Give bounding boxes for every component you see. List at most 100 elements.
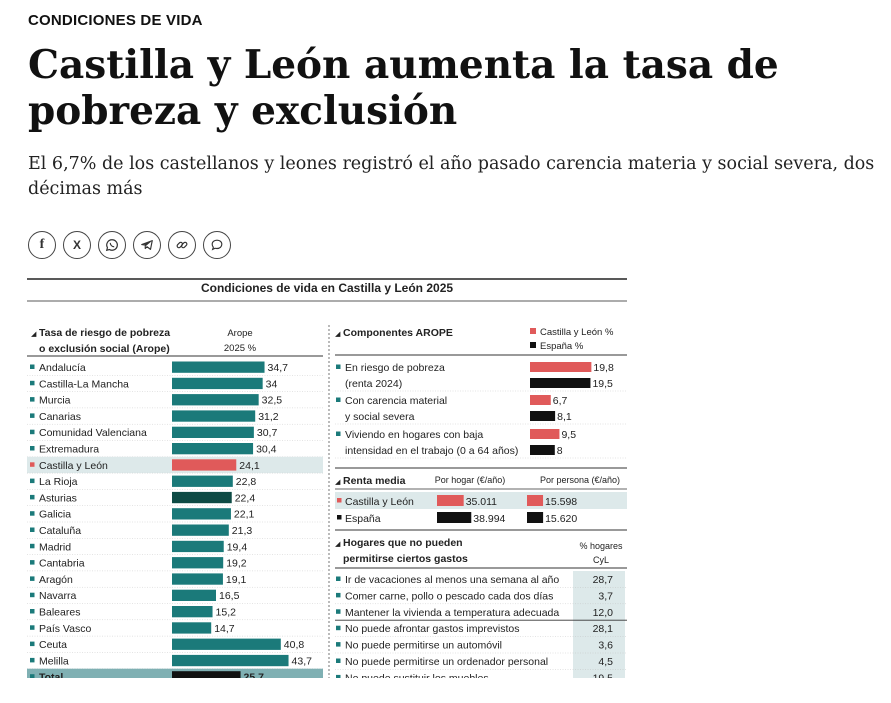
panel-title-line: permitirse ciertos gastos [343, 553, 468, 565]
region-label: País Vasco [39, 623, 91, 635]
telegram-icon [141, 240, 153, 250]
bar [172, 410, 256, 422]
bar-value-label: 30,7 [257, 427, 278, 439]
panel-title-line: Tasa de riesgo de pobreza [39, 327, 170, 339]
panel-marker: ◢ [335, 331, 341, 338]
copy-link-button[interactable] [168, 231, 196, 259]
expense-label: No puede afrontar gastos imprevistos [345, 623, 520, 635]
panel-title-line: Hogares que no pueden [343, 537, 463, 549]
row-marker [30, 413, 35, 418]
expense-label: Ir de vacaciones al menos una semana al … [345, 574, 559, 586]
region-label: Cantabria [39, 558, 85, 570]
bar-value-label: 43,7 [292, 655, 313, 667]
esp-bar [530, 411, 556, 421]
esp-bar [530, 378, 591, 388]
row-marker [336, 658, 341, 663]
row-marker [30, 592, 35, 598]
row-marker [30, 527, 35, 532]
region-label: Murcia [39, 395, 71, 407]
row-marker [30, 560, 35, 565]
expense-value: 3,7 [598, 590, 613, 602]
facebook-share-button[interactable]: f [28, 231, 56, 259]
component-label: Con carencia material [345, 395, 447, 407]
panel-title: Componentes AROPE [343, 327, 453, 339]
bar [172, 426, 254, 438]
bar [172, 443, 254, 455]
row-marker [336, 397, 341, 402]
section-kicker[interactable]: CONDICIONES DE VIDA [28, 12, 203, 29]
row-marker [30, 397, 35, 402]
esp-bar [530, 445, 555, 455]
persona-bar [527, 495, 544, 506]
panel-title-line: o exclusión social (Arope) [39, 343, 170, 355]
region-label: Total [39, 672, 63, 678]
bar-value-label: 15,2 [216, 607, 237, 619]
row-marker [30, 380, 35, 386]
bar [172, 394, 259, 406]
article-headline: Castilla y León aumenta la tasa de pobre… [28, 42, 779, 134]
region-label: Aragón [39, 574, 73, 586]
hogar-value-label: 35.011 [466, 496, 497, 508]
bar [172, 638, 281, 650]
persona-value-label: 15.598 [545, 496, 577, 508]
row-marker [30, 462, 35, 467]
bar-value-label: 34 [266, 378, 278, 390]
bar [172, 540, 224, 553]
hogar-bar [437, 495, 464, 506]
bar-value-label: 16,5 [219, 590, 240, 602]
renta-row-label: España [345, 513, 381, 525]
row-marker [30, 494, 35, 500]
row-marker [30, 674, 35, 678]
persona-bar [527, 512, 544, 523]
bar [172, 654, 289, 667]
row-marker [30, 478, 35, 484]
persona-value-label: 15.620 [545, 513, 577, 525]
bar [172, 606, 213, 618]
region-label: Cataluña [39, 525, 81, 537]
article-subtitle: El 6,7% de los castellanos y leones regi… [28, 154, 875, 199]
bar-value-label: 19,2 [226, 558, 247, 570]
comments-button[interactable] [203, 231, 231, 259]
row-marker [30, 657, 35, 663]
renta-row-label: Castilla y León [345, 496, 414, 508]
expense-label: Comer carne, pollo o pescado cada dos dí… [345, 590, 553, 602]
bar-value-label: 22,8 [236, 476, 257, 488]
bar-value-label: 25,7 [244, 672, 265, 678]
region-label: Ceuta [39, 639, 67, 651]
cyl-bar [530, 395, 551, 405]
bar [172, 361, 265, 373]
column-header: Por persona (€/año) [540, 475, 620, 485]
panel-marker: ◢ [31, 331, 37, 338]
expense-value: 12,0 [593, 607, 614, 619]
bar [172, 491, 232, 504]
hogar-bar [437, 512, 472, 523]
x-share-button[interactable]: X [63, 231, 91, 259]
panel-title: Renta media [343, 475, 406, 487]
bar [172, 377, 263, 390]
row-marker [337, 515, 342, 520]
region-label: Asturias [39, 492, 77, 504]
region-label: La Rioja [39, 476, 78, 488]
share-bar: f X [28, 231, 231, 259]
bar-value-label: 21,3 [232, 525, 253, 537]
esp-value-label: 8,1 [557, 411, 572, 423]
expense-label: No puede permitirse un ordenador persona… [345, 656, 548, 668]
column-header: Arope [227, 328, 252, 339]
row-marker [336, 576, 341, 581]
row-marker [337, 498, 342, 503]
bar-value-label: 19,4 [227, 541, 248, 553]
legend-label: Castilla y León % [540, 327, 614, 338]
whatsapp-share-button[interactable] [98, 231, 126, 259]
x-icon: X [72, 238, 81, 252]
column-header: CyL [593, 555, 609, 565]
telegram-share-button[interactable] [133, 231, 161, 259]
facebook-icon: f [39, 237, 45, 252]
row-marker [336, 431, 341, 436]
bar [172, 557, 224, 569]
infographic-svg: Condiciones de vida en Castilla y León 2… [27, 278, 627, 678]
region-label: Galicia [39, 509, 71, 521]
region-label: Navarra [39, 590, 77, 602]
region-label: Melilla [39, 655, 69, 667]
bar [172, 671, 241, 678]
expense-label: No puede sustituir los muebles [345, 672, 489, 678]
